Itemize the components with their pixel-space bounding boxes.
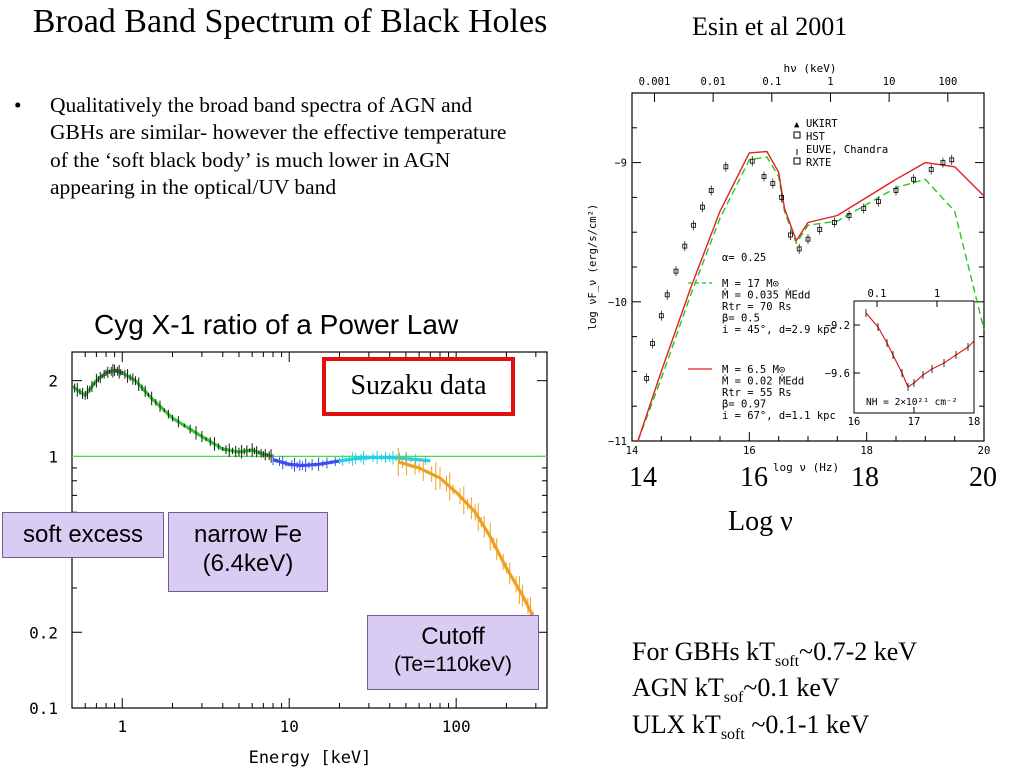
cyg-x1-ratio-chart: 1 10 100 0.1 0.2 1 2 Energy [keV] <box>29 351 548 768</box>
kt-line-ulx: ULX kTsoft ~0.1-1 keV <box>632 709 870 743</box>
log-nu-tick-row: 14 16 18 20 <box>600 462 1020 502</box>
ratio-series-line <box>71 368 274 458</box>
x-tick-label: 16 <box>743 445 756 457</box>
y-tick-label: 1 <box>48 447 58 466</box>
kt-line-gbh: For GBHs kTsoft~0.7-2 keV <box>632 637 918 671</box>
model-param-line: Ṁ = 0.035 ṀEdd <box>722 289 811 302</box>
x-tick-label: 100 <box>442 717 471 736</box>
top-tick-label: 100 <box>938 76 957 88</box>
ratio-series-line <box>339 455 431 463</box>
model-param-line: M = 17 M⊙ <box>722 278 779 290</box>
inset-nh-annotation: NH = 2×10²¹ cm⁻² <box>866 397 958 408</box>
legend-euve: EUVE, Chandra <box>806 144 888 156</box>
soft-excess-box: soft excess <box>2 512 164 558</box>
narrow-fe-line-2: (6.4keV) <box>202 549 294 577</box>
legend: ▲ UKIRT HST EUVE, Chandra RXTE <box>793 118 888 169</box>
model-param-line: M = 6.5 M⊙ <box>722 364 785 376</box>
model-curve <box>637 150 985 442</box>
inset-x-tick-label: 18 <box>968 416 981 428</box>
y-tick-label: −10 <box>608 297 627 309</box>
model-param-line: Rtr = 55 Rs <box>722 387 792 399</box>
legend-rxte: RXTE <box>806 157 831 169</box>
bullet-item: Qualitatively the broad band spectra of … <box>8 92 508 201</box>
top-tick-label: 1 <box>827 76 833 88</box>
legend-symbol: ▲ <box>794 120 800 130</box>
y-tick-label: −11 <box>608 436 627 448</box>
top-axis-label: hν (keV) <box>784 62 837 75</box>
cyg-x1-plot-title: Cyg X-1 ratio of a Power Law <box>94 309 459 340</box>
inset-x-tick-label: 17 <box>908 416 921 428</box>
cutoff-line-2: (Te=110keV) <box>393 652 513 676</box>
top-tick-label: 0.001 <box>639 76 671 88</box>
suzaku-data-box: Suzaku data <box>322 357 515 416</box>
model-param-line: Rtr = 70 Rs <box>722 301 792 313</box>
inset-top-tick-label: 1 <box>934 288 940 300</box>
legend-hst: HST <box>806 131 826 143</box>
log-nu-label: Log ν <box>728 506 793 537</box>
esin-sed-chart: hν (keV) log νF_ν (erg/s/cm²) log ν (Hz)… <box>587 62 991 474</box>
cutoff-box: Cutoff (Te=110keV) <box>367 615 539 690</box>
esin-reference-label: Esin et al 2001 <box>692 12 848 41</box>
log-nu-tick: 18 <box>851 462 879 493</box>
x-tick-label: 10 <box>280 717 299 736</box>
top-tick-label: 0.01 <box>700 76 725 88</box>
alpha-annotation: α= 0.25 <box>722 252 766 264</box>
x-tick-label: 1 <box>117 717 127 736</box>
ratio-series-line <box>397 460 538 623</box>
inset-y-tick-label: −9.6 <box>825 368 850 380</box>
narrow-fe-line-1: narrow Fe <box>193 521 303 548</box>
right-y-axis-label: log νF_ν (erg/s/cm²) <box>587 204 599 330</box>
legend-symbol <box>793 157 801 165</box>
x-tick-label: 18 <box>860 445 873 457</box>
top-tick-label: 0.1 <box>762 76 781 88</box>
slide-title: Broad Band Spectrum of Black Holes <box>32 3 548 40</box>
model-param-line: β= 0.5 <box>722 313 760 325</box>
inset-y-tick-label: −9.2 <box>825 320 850 332</box>
cutoff-line-1: Cutoff <box>421 623 485 650</box>
y-tick-label: 2 <box>48 372 58 391</box>
log-nu-tick: 16 <box>740 462 768 493</box>
inset-top-tick-label: 0.1 <box>867 288 886 300</box>
top-tick-label: 10 <box>883 76 896 88</box>
y-tick-label: −9 <box>614 158 627 170</box>
model-param-line: i = 45°, d=2.9 kpc <box>722 324 836 336</box>
log-nu-tick: 20 <box>969 462 997 493</box>
y-tick-label: 0.1 <box>29 699 58 718</box>
y-tick-label: 0.2 <box>29 623 58 642</box>
right-x-axis-label: log ν (Hz) <box>773 461 839 474</box>
model-param-line: i = 67°, d=1.1 kpc <box>722 410 836 422</box>
log-nu-tick: 14 <box>629 462 657 493</box>
kt-soft-summary: For GBHs kTsoft~0.7-2 keV AGN kTsof~0.1 … <box>632 636 917 745</box>
legend-ukirt: UKIRT <box>806 118 838 130</box>
inset-plot: 16 17 18 0.1 1 −9.2 −9.6 NH = 2×10²¹ cm⁻² <box>825 288 981 428</box>
x-tick-label: 20 <box>978 445 991 457</box>
model-param-line: Ṁ = 0.02 ṀEdd <box>722 375 804 388</box>
model-param-line: β= 0.97 <box>722 399 766 411</box>
x-tick-label: 14 <box>626 445 639 457</box>
legend-symbol <box>793 131 801 139</box>
bullet-list: Qualitatively the broad band spectra of … <box>8 92 508 201</box>
inset-x-tick-label: 16 <box>848 416 861 428</box>
left-x-axis-label: Energy [keV] <box>249 748 372 768</box>
narrow-fe-box: narrow Fe (6.4keV) <box>168 512 328 592</box>
kt-line-agn: AGN kTsof~0.1 keV <box>632 673 840 707</box>
